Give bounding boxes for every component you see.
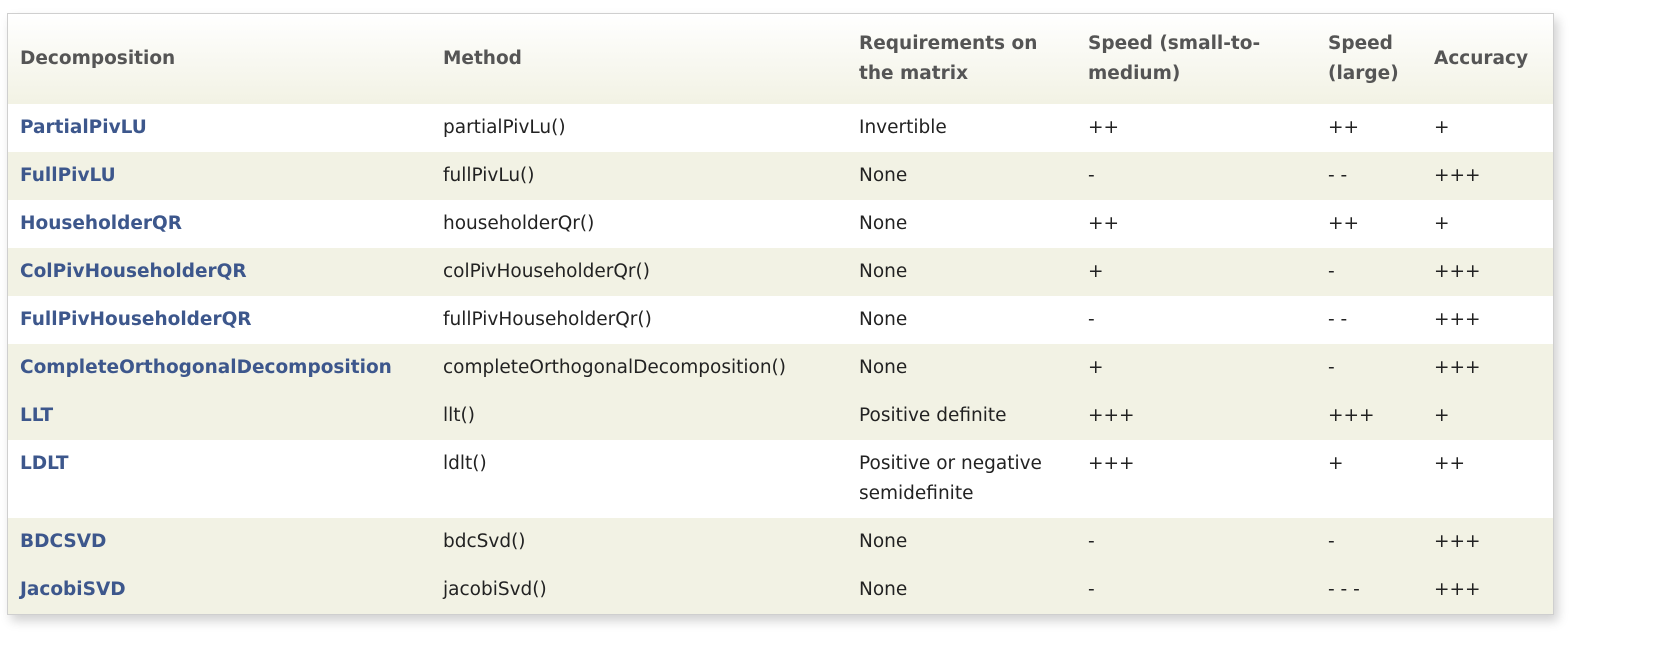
table-row: FullPivLU fullPivLu() None - - - +++ — [8, 152, 1553, 200]
decomposition-link[interactable]: HouseholderQR — [20, 213, 183, 234]
accuracy-cell: ++ — [1434, 453, 1466, 474]
speed-large-cell: - - - — [1316, 566, 1422, 614]
table-row: JacobiSVD jacobiSvd() None - - - - +++ — [8, 566, 1553, 614]
decomposition-link[interactable]: ColPivHouseholderQR — [8, 248, 431, 296]
decomposition-table: Decomposition Method Requirements on the… — [8, 14, 1553, 614]
header-row: Decomposition Method Requirements on the… — [8, 14, 1553, 104]
accuracy-cell: +++ — [1422, 344, 1553, 392]
header-accuracy: Accuracy — [1422, 14, 1553, 104]
method-cell: partialPivLu() — [443, 117, 566, 138]
speed-small-cell: +++ — [1076, 392, 1316, 440]
table-row: FullPivHouseholderQR fullPivHouseholderQr… — [8, 296, 1553, 344]
decomposition-link[interactable]: FullPivLU — [8, 152, 431, 200]
accuracy-cell: + — [1434, 213, 1450, 234]
requirements-cell: None — [859, 213, 908, 234]
speed-small-cell: - — [1076, 152, 1316, 200]
requirements-cell: Invertible — [859, 117, 947, 138]
requirements-cell: None — [847, 152, 1076, 200]
accuracy-cell: +++ — [1422, 248, 1553, 296]
header-requirements: Requirements on the matrix — [847, 14, 1076, 104]
table-row: LDLT ldlt() Positive or negative semidefin… — [8, 440, 1553, 518]
speed-small-cell: +++ — [1088, 453, 1135, 474]
method-cell: fullPivLu() — [431, 152, 847, 200]
requirements-cell: Positive or negative semidefinite — [859, 453, 1042, 504]
speed-small-cell: + — [1076, 344, 1316, 392]
decomposition-link[interactable]: CompleteOrthogonalDecomposition — [8, 344, 431, 392]
speed-small-cell: - — [1088, 309, 1095, 330]
speed-small-cell: - — [1076, 518, 1316, 566]
speed-large-cell: - — [1316, 248, 1422, 296]
method-cell: llt() — [431, 392, 847, 440]
speed-large-cell: - - — [1328, 309, 1348, 330]
speed-large-cell: +++ — [1316, 392, 1422, 440]
table-row: BDCSVD bdcSvd() None - - +++ — [8, 518, 1553, 566]
decomposition-link[interactable]: BDCSVD — [8, 518, 431, 566]
requirements-cell: None — [847, 518, 1076, 566]
requirements-cell: None — [847, 344, 1076, 392]
accuracy-cell: +++ — [1422, 152, 1553, 200]
speed-large-cell: - — [1316, 344, 1422, 392]
table-row: CompleteOrthogonalDecomposition completeO… — [8, 344, 1553, 392]
speed-large-cell: - — [1316, 518, 1422, 566]
method-cell: ldlt() — [443, 453, 487, 474]
requirements-cell: None — [847, 248, 1076, 296]
method-cell: completeOrthogonalDecomposition() — [431, 344, 847, 392]
accuracy-cell: +++ — [1422, 566, 1553, 614]
speed-large-cell: ++ — [1328, 117, 1360, 138]
decomposition-table-container: Decomposition Method Requirements on the… — [7, 13, 1554, 615]
speed-small-cell: ++ — [1088, 117, 1120, 138]
method-cell: bdcSvd() — [431, 518, 847, 566]
table-row: PartialPivLU partialPivLu() Invertible ++ ++… — [8, 104, 1553, 152]
table-row: HouseholderQR householderQr() None ++ ++ + — [8, 200, 1553, 248]
decomposition-link[interactable]: FullPivHouseholderQR — [20, 309, 252, 330]
speed-small-cell: + — [1076, 248, 1316, 296]
requirements-cell: Positive definite — [847, 392, 1076, 440]
speed-small-cell: - — [1076, 566, 1316, 614]
table-row: LLT llt() Positive definite +++ +++ + — [8, 392, 1553, 440]
decomposition-link[interactable]: JacobiSVD — [8, 566, 431, 614]
decomposition-link[interactable]: LDLT — [20, 453, 69, 474]
decomposition-link[interactable]: LLT — [8, 392, 431, 440]
requirements-cell: None — [859, 309, 908, 330]
header-speed-large: Speed (large) — [1316, 14, 1422, 104]
requirements-cell: None — [847, 566, 1076, 614]
table-row: ColPivHouseholderQR colPivHouseholderQr()… — [8, 248, 1553, 296]
header-method: Method — [431, 14, 847, 104]
accuracy-cell: + — [1422, 392, 1553, 440]
speed-large-cell: - - — [1316, 152, 1422, 200]
method-cell: colPivHouseholderQr() — [431, 248, 847, 296]
method-cell: fullPivHouseholderQr() — [443, 309, 652, 330]
method-cell: householderQr() — [443, 213, 595, 234]
decomposition-link[interactable]: PartialPivLU — [20, 117, 147, 138]
header-decomposition: Decomposition — [8, 14, 431, 104]
speed-large-cell: + — [1328, 453, 1344, 474]
accuracy-cell: +++ — [1422, 518, 1553, 566]
header-speed-small: Speed (small-to-medium) — [1076, 14, 1316, 104]
accuracy-cell: + — [1434, 117, 1450, 138]
method-cell: jacobiSvd() — [431, 566, 847, 614]
speed-small-cell: ++ — [1088, 213, 1120, 234]
speed-large-cell: ++ — [1328, 213, 1360, 234]
accuracy-cell: +++ — [1434, 309, 1481, 330]
